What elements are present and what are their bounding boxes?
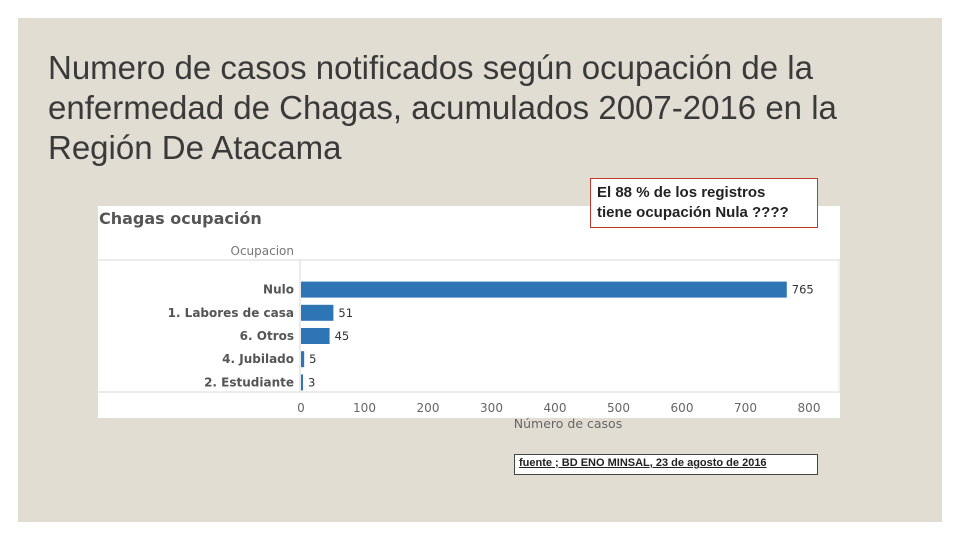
x-tick-label: 800 bbox=[798, 401, 821, 415]
bar-chart: Ocupacion Nulo 765 1. Labores de casa 51 6. O… bbox=[98, 244, 840, 415]
category-label: 2. Estudiante bbox=[204, 375, 294, 389]
x-tick-label: 500 bbox=[607, 401, 630, 415]
x-axis-title: Número de casos bbox=[513, 416, 623, 431]
x-tick-label: 0 bbox=[297, 401, 305, 415]
slide-background: Numero de casos notificados según ocupac… bbox=[18, 18, 942, 522]
data-label: 5 bbox=[309, 352, 316, 366]
x-tick-label: 400 bbox=[544, 401, 567, 415]
chart-title: Chagas ocupación bbox=[99, 209, 262, 228]
bar bbox=[301, 304, 334, 321]
bar bbox=[301, 281, 787, 298]
data-label: 3 bbox=[308, 375, 315, 389]
data-label: 51 bbox=[338, 306, 353, 320]
x-tick-label: 200 bbox=[417, 401, 440, 415]
x-tick-label: 300 bbox=[480, 401, 503, 415]
category-label: 6. Otros bbox=[240, 329, 294, 343]
x-tick-label: 100 bbox=[353, 401, 376, 415]
bar bbox=[301, 351, 305, 368]
slide-title: Numero de casos notificados según ocupac… bbox=[48, 49, 837, 166]
data-label: 765 bbox=[792, 283, 814, 297]
x-tick-label: 700 bbox=[734, 401, 757, 415]
chart-panel: Chagas ocupación Ocupacion Nulo 765 1. Labo… bbox=[98, 206, 840, 431]
category-label: 4. Jubilado bbox=[222, 352, 294, 366]
category-label: 1. Labores de casa bbox=[168, 306, 294, 320]
data-label: 45 bbox=[335, 329, 350, 343]
category-label: Nulo bbox=[263, 283, 294, 297]
source-citation: fuente ; BD ENO MINSAL, 23 de agosto de … bbox=[514, 454, 818, 475]
category-header: Ocupacion bbox=[231, 244, 295, 258]
bar bbox=[301, 328, 330, 344]
x-tick-label: 600 bbox=[671, 401, 694, 415]
callout-box: El 88 % de los registros tiene ocupación… bbox=[590, 178, 818, 228]
bar bbox=[301, 374, 303, 391]
